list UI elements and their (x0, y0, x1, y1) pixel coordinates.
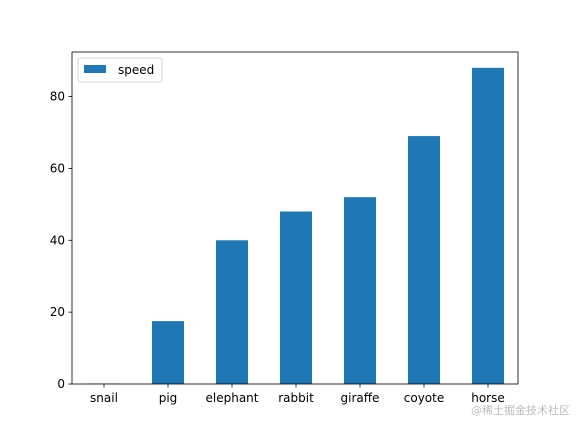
y-tick-label-60: 60 (50, 161, 65, 175)
legend: speed (77, 57, 163, 83)
y-tick-label-40: 40 (50, 233, 65, 247)
legend-label: speed (118, 63, 154, 77)
bar-giraffe (344, 197, 376, 384)
y-tick-label-80: 80 (50, 90, 65, 104)
x-tick-label-rabbit: rabbit (278, 391, 314, 405)
plot-frame (71, 51, 519, 385)
legend-swatch (84, 65, 106, 73)
x-tick-label-snail: snail (90, 391, 118, 405)
bar-coyote (408, 136, 440, 384)
y-axis: 0 20 40 60 80 (50, 90, 72, 391)
watermark: @稀土掘金技术社区 (471, 404, 570, 417)
legend-box (77, 57, 163, 83)
y-tick-label-0: 0 (57, 377, 65, 391)
y-tick-label-20: 20 (50, 305, 65, 319)
bar-horse (472, 67, 504, 385)
x-tick-label-horse: horse (471, 391, 505, 405)
x-tick-label-giraffe: giraffe (341, 391, 380, 405)
x-tick-label-pig: pig (159, 391, 178, 405)
x-tick-label-coyote: coyote (404, 391, 444, 405)
x-axis: snail pig elephant rabbit giraffe coyote horse (90, 384, 505, 405)
bar-pig (152, 321, 184, 384)
x-tick-label-elephant: elephant (206, 391, 259, 405)
bars-group (88, 67, 504, 385)
bar-elephant (216, 240, 248, 384)
bar-rabbit (280, 211, 312, 384)
